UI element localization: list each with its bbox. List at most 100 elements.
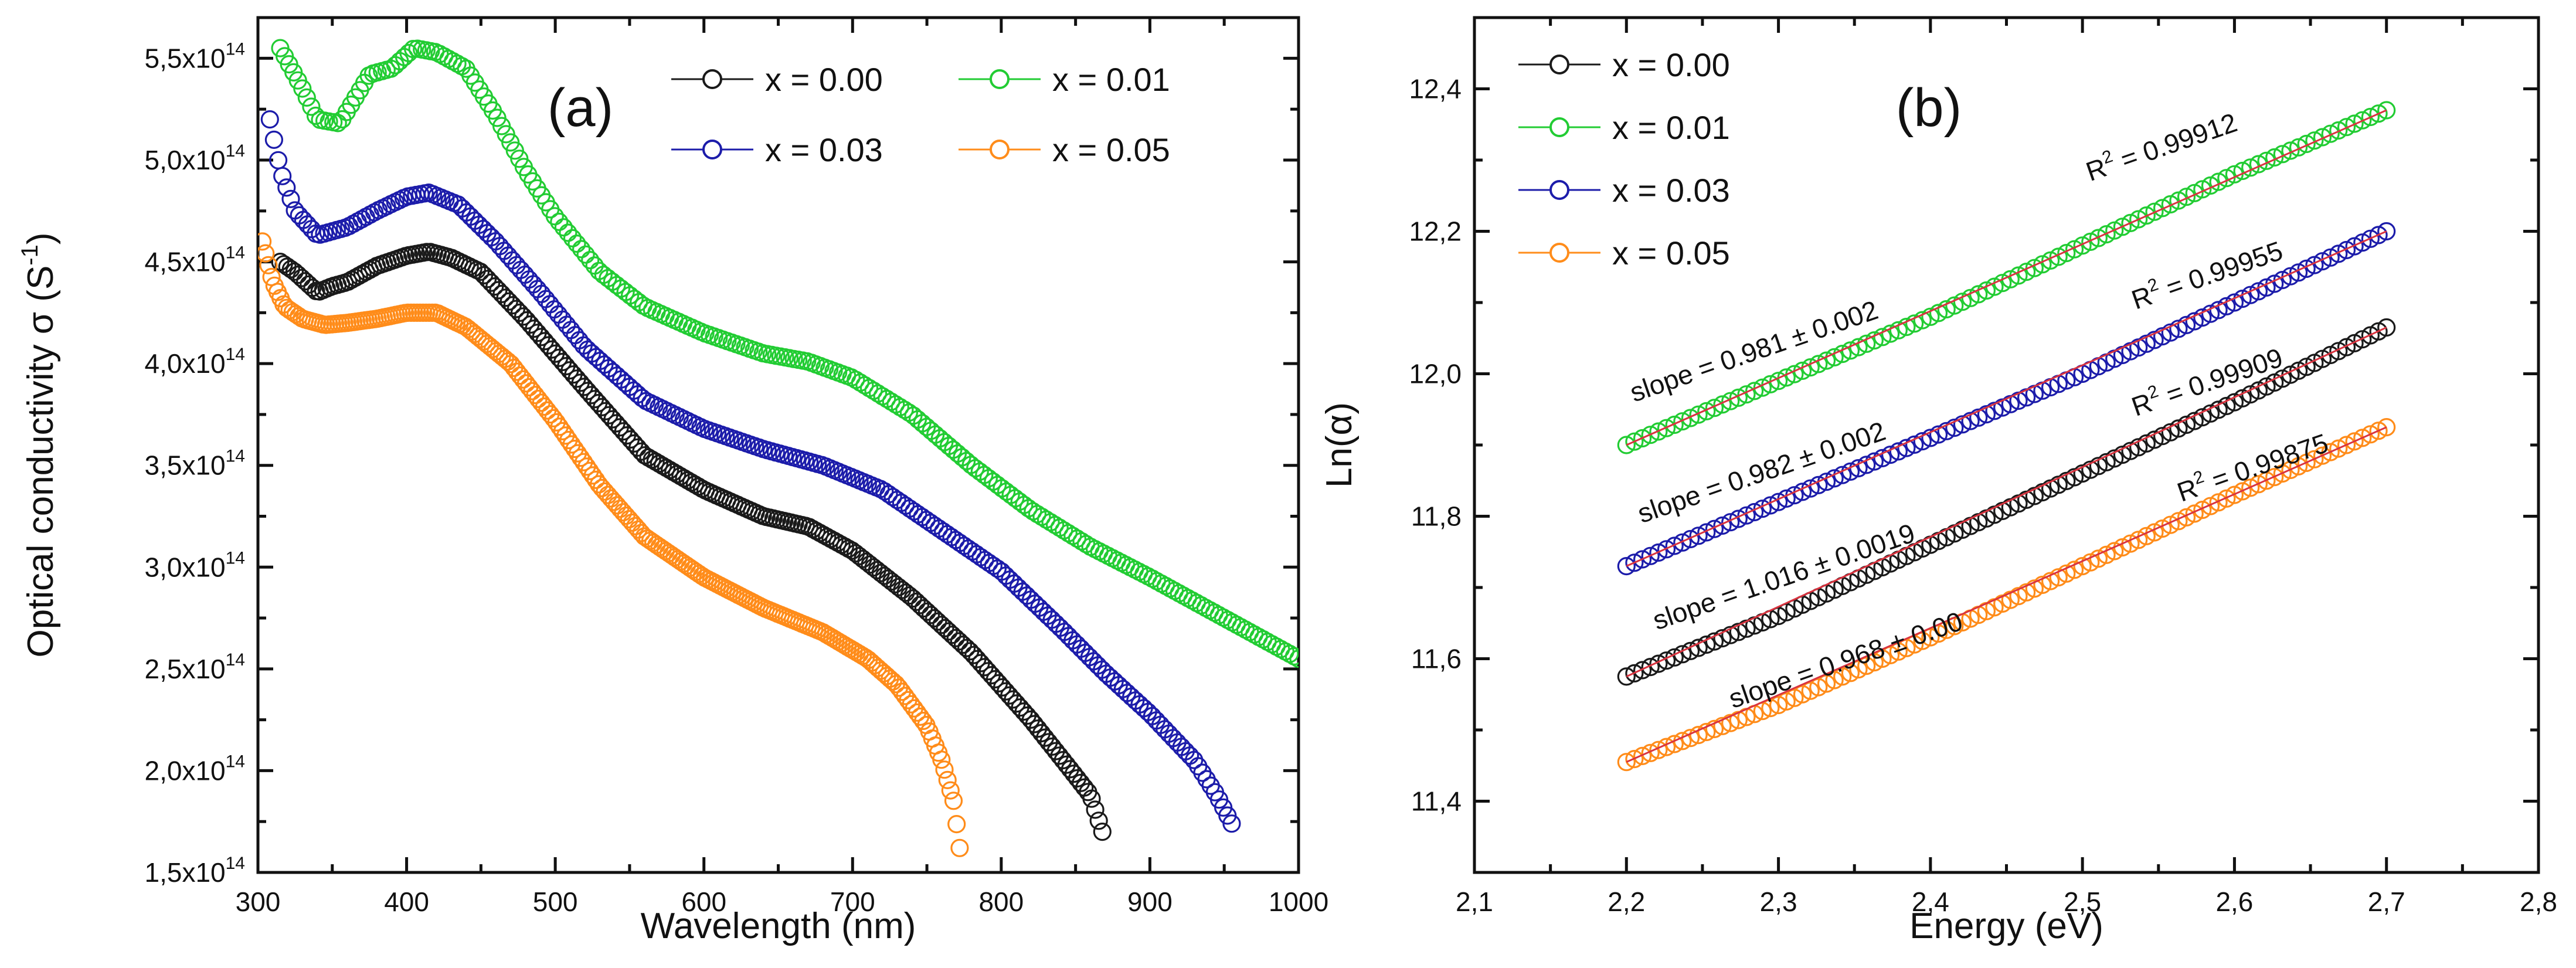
data-point — [1937, 422, 1956, 440]
data-point — [297, 88, 316, 107]
data-point — [1753, 378, 1772, 397]
data-point — [1072, 532, 1091, 551]
data-point — [873, 387, 892, 406]
data-point — [1897, 638, 1916, 657]
data-point — [2313, 446, 2332, 465]
data-point — [1953, 293, 1972, 311]
data-point — [1617, 667, 1636, 686]
y-tick-exponent: 14 — [226, 650, 245, 670]
data-point — [1697, 722, 1716, 742]
data-point — [1689, 405, 1708, 424]
data-point — [1761, 698, 1780, 718]
data-point — [2289, 138, 2308, 157]
data-point — [292, 269, 311, 287]
y-tick-label: 12,2 — [1409, 216, 1462, 247]
data-point — [1865, 331, 1884, 350]
data-point — [2297, 259, 2316, 278]
data-point — [2337, 118, 2356, 137]
data-point — [499, 246, 518, 265]
data-point — [1649, 654, 1668, 673]
series-0 — [1617, 318, 2396, 686]
fit-line — [1626, 327, 2387, 678]
y-tick-label: 1,5x1014 — [145, 854, 246, 888]
data-point — [2281, 460, 2300, 480]
data-point — [1753, 500, 1772, 518]
data-point — [281, 189, 300, 208]
data-point — [1673, 412, 1692, 431]
data-point — [1625, 749, 1644, 769]
data-point — [2345, 432, 2364, 451]
data-point — [559, 223, 577, 242]
data-point — [1713, 629, 1732, 648]
data-point — [259, 256, 278, 274]
data-point — [1633, 429, 1652, 448]
data-point — [2177, 508, 2196, 527]
data-point — [2265, 468, 2284, 487]
data-point — [943, 626, 961, 644]
data-point — [1857, 656, 1876, 675]
data-point — [2345, 114, 2364, 133]
x-tick-label: 2,3 — [1760, 887, 1797, 917]
data-point — [1897, 317, 1916, 337]
data-point — [1657, 419, 1676, 437]
y-tick-label: 11,4 — [1411, 786, 1462, 817]
data-point — [921, 606, 940, 624]
data-point — [1036, 510, 1056, 529]
data-point — [1729, 510, 1748, 528]
data-point — [1697, 402, 1716, 421]
data-point — [2241, 158, 2260, 177]
data-point — [2377, 318, 2396, 337]
y-tick-base: 4,0x10 — [145, 348, 226, 379]
y-tick-exponent: 14 — [226, 345, 245, 364]
fit-annotation: R2 = 0.99955 — [2127, 233, 2286, 315]
data-point — [1745, 382, 1764, 400]
legend-label: x = 0.05 — [1052, 131, 1170, 168]
data-point — [1032, 507, 1051, 527]
data-point — [1737, 385, 1756, 404]
data-point — [1809, 678, 1828, 697]
data-point — [2297, 453, 2316, 473]
data-point — [2369, 422, 2388, 440]
data-point — [566, 325, 584, 345]
fit-annotation: slope = 1.016 ± 0.0019 — [1649, 517, 1918, 636]
data-point — [581, 251, 600, 270]
series-1 — [1617, 101, 2396, 454]
data-point — [1055, 521, 1073, 540]
data-point — [562, 321, 580, 339]
y-axis-label: Optical conductivity σ (S-1) — [17, 232, 61, 657]
data-point — [2089, 457, 2108, 475]
data-point — [1769, 695, 1788, 715]
data-point — [1905, 635, 1924, 654]
data-point — [2313, 128, 2332, 147]
data-point — [328, 114, 347, 133]
legend-label: x = 0.01 — [1052, 61, 1170, 98]
legend-marker — [1549, 180, 1569, 200]
data-point — [1045, 515, 1065, 535]
y-tick-exponent: 14 — [226, 854, 245, 873]
data-point — [935, 760, 954, 779]
x-tick-label: 900 — [1127, 887, 1173, 917]
y-tick-label: 5,5x1014 — [145, 39, 246, 73]
data-point — [1953, 415, 1972, 434]
data-point — [2337, 436, 2356, 454]
data-point — [1061, 760, 1080, 779]
data-point — [1657, 738, 1676, 756]
data-point — [2121, 441, 2140, 460]
data-point — [868, 384, 888, 403]
x-tick-label: 400 — [384, 887, 429, 917]
data-point — [1697, 523, 1716, 542]
data-point — [883, 672, 902, 691]
y-tick-label: 2,0x1014 — [145, 752, 246, 786]
y-tick-base: 3,5x10 — [145, 450, 226, 481]
data-point — [2073, 464, 2092, 483]
data-point — [302, 97, 321, 116]
data-point — [2121, 213, 2140, 232]
data-point — [2217, 489, 2236, 508]
y-axis-label-close: ) — [21, 232, 61, 244]
data-point — [2305, 131, 2324, 150]
data-point — [1633, 550, 1652, 569]
y-tick-label: 4,0x1014 — [145, 345, 246, 379]
data-point — [859, 379, 879, 398]
data-point — [599, 485, 617, 504]
data-point — [878, 389, 896, 409]
